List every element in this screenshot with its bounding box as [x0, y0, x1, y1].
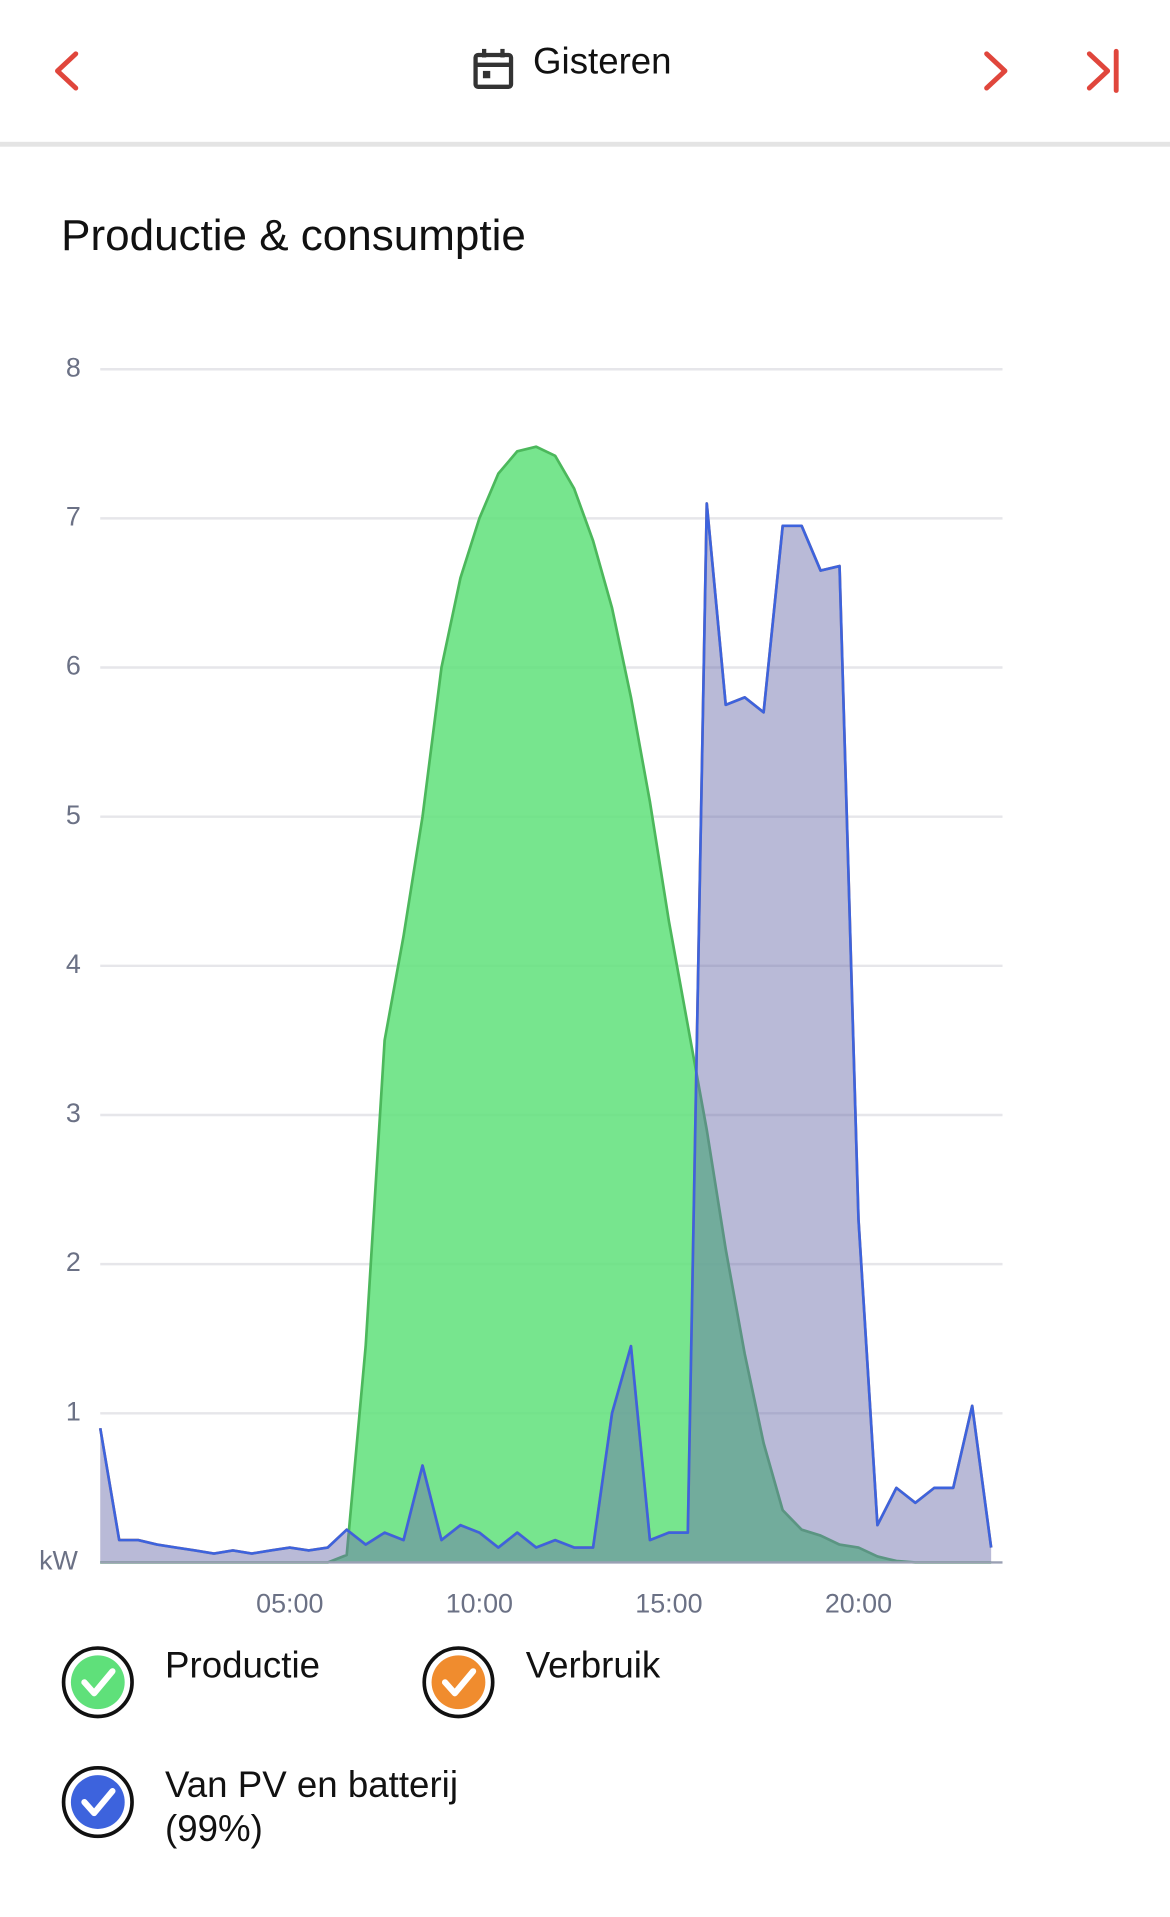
legend-check-fill [70, 1655, 125, 1710]
legend-checkmark [441, 1668, 477, 1697]
legend-check-fill [431, 1655, 486, 1710]
legend-item[interactable]: Van PV en batterij (99%) [61, 1764, 520, 1874]
x-tick-label: 05:00 [256, 1588, 323, 1618]
y-tick-label: 8 [66, 352, 81, 382]
date-title[interactable]: Gisteren [533, 40, 672, 81]
legend-checkmark [81, 1668, 116, 1697]
plot-area [98, 445, 993, 1564]
series-area [100, 503, 992, 1563]
y-tick-label: kW [39, 1546, 78, 1576]
x-tick-label: 15:00 [635, 1588, 702, 1618]
y-tick-label: 5 [66, 800, 81, 830]
y-tick-label: 6 [66, 651, 81, 681]
y-tick-label: 7 [66, 501, 81, 531]
y-tick-label: 4 [66, 949, 81, 979]
next-day-button[interactable] [984, 51, 1008, 91]
legend-label-box: Van PV en batterij (99%) [165, 1765, 458, 1850]
legend-label[interactable]: Productie [165, 1645, 321, 1686]
y-tick-label: 2 [66, 1247, 81, 1277]
x-tick-label: 20:00 [825, 1588, 892, 1618]
legend-item[interactable]: Productie [61, 1644, 520, 1754]
chart-title: Productie & consumptie [61, 211, 526, 260]
last-day-button[interactable] [1086, 48, 1119, 93]
legend-label-box: Productie [165, 1645, 321, 1686]
series-area [100, 446, 992, 1563]
header: Gisteren [0, 40, 1170, 147]
y-tick-label: 3 [66, 1098, 81, 1128]
legend: Productie Verbruik Van PV en batterij (99%… [61, 1644, 880, 1874]
axes: kW 1 2 3 4 5 6 7 8 05:00 10:00 15:00 20:00 [39, 352, 1003, 1618]
legend-item[interactable]: Verbruik [422, 1644, 880, 1754]
series-area [100, 503, 992, 1563]
legend-checkmark [81, 1788, 116, 1817]
legend-check-fill [70, 1775, 125, 1829]
previous-day-button[interactable] [55, 51, 79, 91]
y-tick-label: 1 [66, 1396, 81, 1426]
legend-label[interactable]: Van PV en batterij (99%) [165, 1765, 458, 1850]
series-line [98, 502, 993, 1555]
legend-label-box: Verbruik [525, 1645, 661, 1686]
x-tick-label: 10:00 [446, 1588, 513, 1618]
legend-label[interactable]: Verbruik [525, 1645, 661, 1686]
header-divider [0, 141, 1170, 147]
calendar-icon [473, 48, 514, 89]
